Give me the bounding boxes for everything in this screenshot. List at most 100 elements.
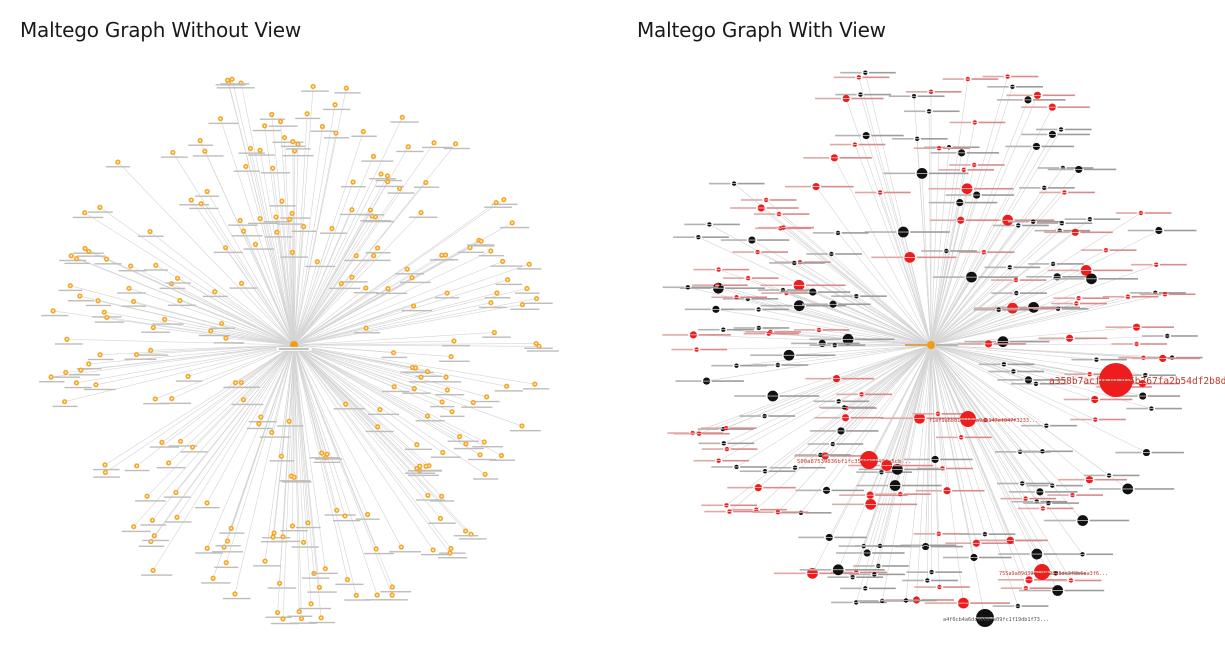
- circle-node-icon[interactable]: [839, 491, 908, 499]
- circle-node-icon[interactable]: [813, 399, 870, 404]
- hash-entity-icon[interactable]: [361, 253, 391, 262]
- hash-entity-icon[interactable]: [260, 165, 291, 174]
- hash-entity-icon[interactable]: [138, 347, 169, 356]
- circle-node-icon[interactable]: [864, 226, 950, 238]
- hash-entity-icon[interactable]: [329, 281, 361, 290]
- circle-node-icon[interactable]: [892, 136, 948, 142]
- highlighted-node[interactable]: 500a87539836bf1fc35d4a5540fe5cb...: [797, 451, 912, 469]
- hash-entity-icon[interactable]: [310, 123, 336, 132]
- hash-entity-icon[interactable]: [209, 320, 236, 329]
- hash-entity-icon[interactable]: [52, 399, 78, 408]
- hash-entity-icon[interactable]: [76, 248, 106, 257]
- circle-node-icon[interactable]: [888, 94, 945, 99]
- hash-entity-icon[interactable]: [142, 533, 170, 542]
- hash-entity-icon[interactable]: [220, 76, 250, 85]
- circle-node-icon[interactable]: [915, 487, 985, 495]
- highlighted-node[interactable]: a4f0cb4a6dc9eb17e09fc1f19db1f73...: [943, 609, 1049, 627]
- hash-entity-icon[interactable]: [429, 493, 455, 502]
- hash-entity-icon[interactable]: [291, 539, 319, 548]
- hash-entity-icon[interactable]: [369, 171, 396, 180]
- hash-entity-icon[interactable]: [201, 575, 231, 584]
- circle-node-icon[interactable]: [997, 376, 1066, 384]
- circle-node-icon[interactable]: [807, 441, 864, 447]
- hash-entity-icon[interactable]: [228, 217, 258, 226]
- circle-node-icon[interactable]: [757, 287, 814, 293]
- hash-entity-icon[interactable]: [421, 547, 449, 556]
- hash-entity-icon[interactable]: [353, 285, 379, 294]
- circle-node-icon[interactable]: [743, 331, 800, 336]
- hash-entity-icon[interactable]: [263, 214, 291, 223]
- hash-entity-icon[interactable]: [514, 285, 540, 294]
- hash-entity-icon[interactable]: [375, 179, 404, 188]
- hash-entity-icon[interactable]: [118, 263, 147, 272]
- hash-entity-icon[interactable]: [188, 137, 214, 146]
- circle-node-icon[interactable]: [938, 167, 995, 173]
- hash-entity-icon[interactable]: [248, 147, 275, 156]
- circle-node-icon[interactable]: [1052, 273, 1138, 285]
- hash-entity-icon[interactable]: [509, 423, 541, 432]
- hash-entity-icon[interactable]: [404, 465, 436, 474]
- hash-entity-icon[interactable]: [176, 373, 203, 382]
- circle-node-icon[interactable]: [833, 75, 890, 80]
- hash-entity-icon[interactable]: [269, 198, 296, 207]
- hash-entity-icon[interactable]: [408, 374, 435, 383]
- circle-node-icon[interactable]: [982, 74, 1039, 79]
- hash-entity-icon[interactable]: [168, 438, 198, 447]
- hash-entity-icon[interactable]: [282, 148, 314, 157]
- hash-entity-icon[interactable]: [189, 201, 219, 210]
- circle-node-icon[interactable]: [949, 162, 1005, 168]
- circle-node-icon[interactable]: [734, 390, 820, 402]
- circle-node-icon[interactable]: [819, 405, 875, 410]
- hash-entity-icon[interactable]: [500, 220, 530, 229]
- hash-entity-icon[interactable]: [140, 517, 167, 526]
- circle-node-icon[interactable]: [855, 190, 911, 195]
- circle-node-icon[interactable]: [949, 120, 1006, 125]
- hash-entity-icon[interactable]: [390, 114, 419, 123]
- highlighted-node[interactable]: a358b7acf9aeae5b767fa2b54df2b8d...: [1049, 363, 1225, 397]
- hash-entity-icon[interactable]: [289, 615, 317, 624]
- hash-entity-icon[interactable]: [280, 523, 308, 532]
- hash-entity-icon[interactable]: [141, 324, 170, 333]
- circle-node-icon[interactable]: [692, 283, 748, 288]
- circle-node-icon[interactable]: [1131, 262, 1187, 267]
- circle-node-icon[interactable]: [929, 216, 999, 224]
- hash-entity-icon[interactable]: [439, 353, 470, 362]
- hash-entity-icon[interactable]: [88, 352, 114, 361]
- hash-entity-icon[interactable]: [124, 463, 150, 472]
- hash-entity-icon[interactable]: [473, 471, 499, 480]
- circle-node-icon[interactable]: [997, 481, 1053, 486]
- hash-entity-icon[interactable]: [267, 580, 297, 589]
- circle-node-icon[interactable]: [856, 480, 942, 491]
- circle-node-icon[interactable]: [871, 251, 957, 263]
- circle-node-icon[interactable]: [1083, 473, 1140, 478]
- circle-node-icon[interactable]: [711, 295, 768, 300]
- circle-node-icon[interactable]: [900, 543, 957, 548]
- hash-entity-icon[interactable]: [354, 325, 381, 334]
- circle-node-icon[interactable]: [785, 183, 854, 191]
- center-node[interactable]: [905, 341, 958, 349]
- hash-entity-icon[interactable]: [282, 474, 312, 483]
- hash-entity-icon[interactable]: [478, 248, 505, 257]
- hash-entity-icon[interactable]: [402, 385, 431, 394]
- hash-entity-icon[interactable]: [280, 139, 306, 148]
- hash-entity-icon[interactable]: [472, 439, 503, 448]
- hash-entity-icon[interactable]: [335, 577, 364, 586]
- circle-node-icon[interactable]: [1057, 552, 1114, 557]
- hash-entity-icon[interactable]: [67, 293, 95, 302]
- hash-entity-icon[interactable]: [307, 584, 337, 593]
- hash-entity-icon[interactable]: [309, 450, 341, 459]
- hash-entity-icon[interactable]: [141, 567, 173, 576]
- circle-node-icon[interactable]: [1008, 488, 1078, 496]
- hash-entity-icon[interactable]: [121, 298, 147, 307]
- circle-node-icon[interactable]: [739, 469, 796, 474]
- hash-entity-icon[interactable]: [364, 546, 394, 555]
- circle-node-icon[interactable]: [990, 277, 1047, 283]
- hash-entity-icon[interactable]: [87, 204, 113, 213]
- hash-entity-icon[interactable]: [319, 225, 347, 234]
- circle-node-icon[interactable]: [733, 325, 790, 331]
- circle-node-icon[interactable]: [1131, 354, 1201, 362]
- hash-entity-icon[interactable]: [415, 413, 445, 422]
- circle-node-icon[interactable]: [732, 249, 789, 255]
- circle-node-icon[interactable]: [1115, 210, 1172, 216]
- hash-entity-icon[interactable]: [262, 530, 291, 539]
